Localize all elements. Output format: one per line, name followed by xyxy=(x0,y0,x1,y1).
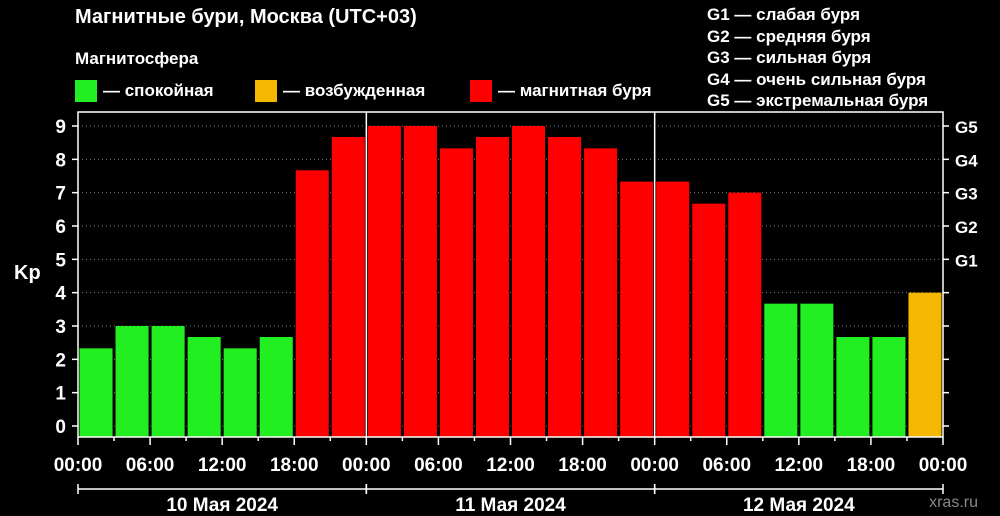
legend-label-calm: — спокойная xyxy=(103,81,214,100)
y-tick-label-5: 5 xyxy=(55,250,66,271)
x-tick-label-4: 00:00 xyxy=(342,455,391,476)
legend-item-excited: — возбужденная xyxy=(255,80,425,102)
legend-swatch-calm xyxy=(75,80,97,102)
y-tick-label-7: 7 xyxy=(55,184,66,205)
g-scale-legend: G1 — слабая буря G2 — средняя буря G3 — … xyxy=(707,4,928,112)
x-tick-label-12: 00:00 xyxy=(919,455,968,476)
bar-13 xyxy=(548,137,582,437)
bar-19 xyxy=(764,303,798,437)
x-tick-label-1: 06:00 xyxy=(126,455,175,476)
legend-swatch-excited xyxy=(255,80,277,102)
bar-7 xyxy=(331,137,365,437)
y-tick-label-1: 1 xyxy=(55,384,66,405)
x-tick-label-5: 06:00 xyxy=(414,455,463,476)
legend-item-calm: — спокойная xyxy=(75,80,214,102)
bar-15 xyxy=(620,181,654,437)
y-tick-label-2: 2 xyxy=(55,350,66,371)
bar-3 xyxy=(187,337,221,437)
x-tick-label-7: 18:00 xyxy=(558,455,607,476)
g-legend-g4: G4 — очень сильная буря xyxy=(707,69,926,89)
y-tick-label-4: 4 xyxy=(55,284,66,305)
x-tick-label-3: 18:00 xyxy=(270,455,319,476)
y-tick-label-9: 9 xyxy=(55,117,66,138)
watermark: xras.ru xyxy=(929,494,978,511)
y-tick-label-8: 8 xyxy=(55,150,66,171)
day-label-1: 11 Мая 2024 xyxy=(455,495,566,516)
bar-5 xyxy=(259,337,293,437)
x-tick-label-9: 06:00 xyxy=(702,455,751,476)
x-tick-label-10: 12:00 xyxy=(775,455,824,476)
x-tick-label-0: 00:00 xyxy=(54,455,103,476)
y-tick-label-6: 6 xyxy=(55,217,66,238)
day-label-0: 10 Мая 2024 xyxy=(166,495,278,516)
bar-1 xyxy=(115,326,149,437)
bar-14 xyxy=(584,148,618,438)
bar-21 xyxy=(836,337,870,437)
x-tick-label-6: 12:00 xyxy=(486,455,535,476)
g-tick-label-4: G5 xyxy=(955,118,978,137)
g-legend-g1: G1 — слабая буря xyxy=(707,5,861,24)
g-legend-g2: G2 — средняя буря xyxy=(707,26,871,46)
legend-label-excited: — возбужденная xyxy=(283,81,426,100)
g-tick-label-0: G1 xyxy=(955,251,978,270)
g-tick-label-3: G4 xyxy=(955,151,978,170)
bar-6 xyxy=(295,170,329,438)
bar-17 xyxy=(692,203,726,437)
x-tick-label-8: 00:00 xyxy=(630,455,679,476)
bar-9 xyxy=(403,126,437,437)
bar-2 xyxy=(151,326,185,437)
bar-23 xyxy=(908,292,942,437)
y-tick-label-0: 0 xyxy=(55,417,66,438)
x-tick-label-11: 18:00 xyxy=(847,455,896,476)
g-legend-g3: G3 — сильная буря xyxy=(707,48,872,67)
bar-11 xyxy=(475,137,509,437)
y-axis-label: Kp xyxy=(14,262,41,284)
bar-4 xyxy=(223,348,257,437)
bar-12 xyxy=(512,126,546,437)
y-tick-label-3: 3 xyxy=(55,317,66,338)
day-label-2: 12 Мая 2024 xyxy=(743,495,855,516)
g-tick-label-1: G2 xyxy=(955,218,978,237)
chart-subtitle: Магнитосфера xyxy=(75,49,199,68)
bar-8 xyxy=(367,126,401,437)
bar-16 xyxy=(656,181,690,437)
bar-10 xyxy=(439,148,473,438)
legend-label-storm: — магнитная буря xyxy=(498,81,652,100)
bar-0 xyxy=(79,348,113,437)
bar-22 xyxy=(872,337,906,437)
x-tick-label-2: 12:00 xyxy=(198,455,247,476)
bar-20 xyxy=(800,303,834,437)
g-legend-g5: G5 — экстремальная буря xyxy=(707,91,929,110)
bar-18 xyxy=(728,192,762,437)
g-tick-label-2: G3 xyxy=(955,185,978,204)
legend-item-storm: — магнитная буря xyxy=(470,80,652,102)
chart-title: Магнитные бури, Москва (UTC+03) xyxy=(75,6,417,28)
legend-swatch-storm xyxy=(470,80,492,102)
